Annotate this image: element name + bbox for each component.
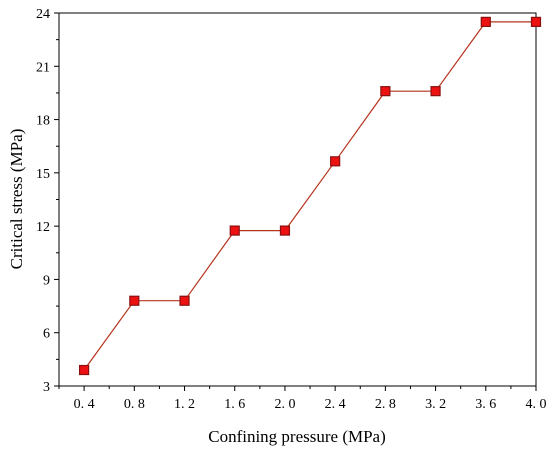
data-point	[530, 16, 542, 27]
y-axis-title: Critical stress (MPa)	[7, 129, 26, 270]
data-point	[229, 225, 240, 236]
data-point	[380, 86, 391, 97]
y-tick-label: 18	[36, 114, 50, 129]
data-point	[279, 225, 291, 236]
data-point	[480, 16, 491, 27]
plot-area: 0. 4 0. 8 1. 2 1. 6 2. 0 2. 4 2. 8 3. 2 3. 6 4. 0…	[36, 7, 547, 412]
x-tick-label: 1. 2	[174, 397, 195, 412]
series-line	[83, 21, 536, 371]
x-axis-title: Confining pressure (MPa)	[208, 427, 386, 446]
x-tick-label: 0. 4	[74, 397, 95, 412]
y-tick-label: 3	[43, 380, 50, 395]
y-tick-label: 12	[36, 220, 50, 235]
x-tick-label: 0. 8	[124, 397, 145, 412]
x-tick-label: 4. 0	[526, 397, 547, 412]
y-tick-label: 24	[36, 7, 50, 22]
y-tick-label: 21	[36, 60, 50, 75]
y-tick-label: 9	[43, 273, 50, 288]
y-tick-label: 15	[36, 167, 50, 182]
x-tick-label: 2. 4	[325, 397, 346, 412]
data-point	[79, 364, 90, 376]
y-axis: 3 6 9 12 15 18 21 24	[36, 7, 59, 395]
x-axis: 0. 4 0. 8 1. 2 1. 6 2. 0 2. 4 2. 8 3. 2 3. 6 4. 0	[58, 386, 547, 412]
x-tick-label: 1. 6	[224, 397, 245, 412]
data-point	[330, 156, 341, 167]
series-layer	[79, 16, 542, 376]
x-tick-label: 2. 8	[375, 397, 396, 412]
plot-frame	[58, 12, 537, 387]
x-tick-label: 3. 6	[475, 397, 496, 412]
x-tick-label: 3. 2	[425, 397, 446, 412]
y-tick-label: 6	[43, 327, 50, 342]
data-point	[179, 295, 190, 306]
data-point	[430, 86, 441, 97]
x-tick-label: 2. 0	[274, 397, 295, 412]
data-point	[129, 295, 140, 306]
